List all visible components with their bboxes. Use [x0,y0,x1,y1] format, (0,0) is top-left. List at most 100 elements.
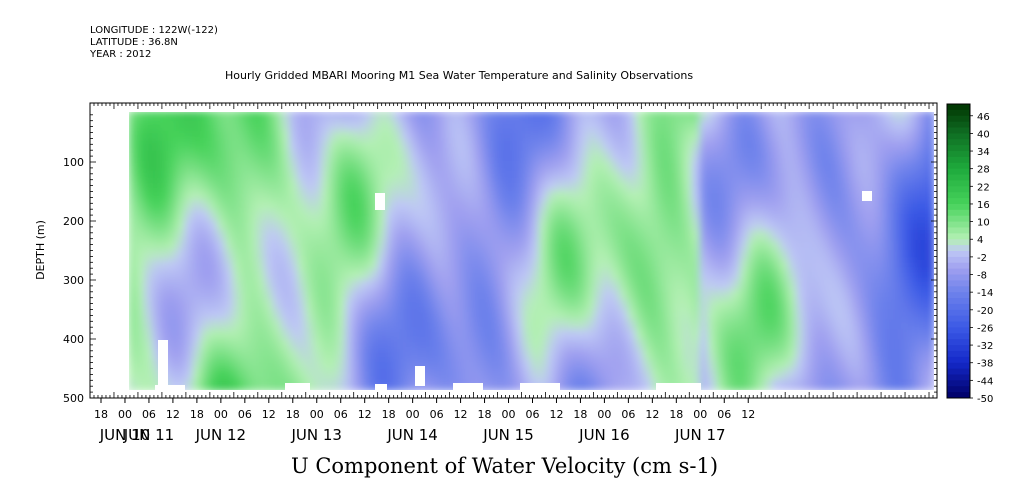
heatmap-cell [192,150,203,163]
heatmap-cell [329,220,340,233]
heatmap-cell [248,150,259,163]
heatmap-cell [715,349,726,362]
heatmap-cell [144,329,155,342]
heatmap-cell [659,259,670,272]
heatmap-cell [828,130,839,143]
heatmap-cell [755,230,766,242]
heatmap-cell [603,150,614,163]
heatmap-cell [747,180,758,193]
heatmap-cell [884,140,895,153]
heatmap-cell [216,289,227,302]
heatmap-cell [184,359,195,372]
heatmap-cell [828,140,839,153]
heatmap-cell [739,130,750,143]
heatmap-cell [764,299,775,312]
heatmap-cell [707,160,718,173]
heatmap-cell [925,319,934,332]
heatmap-cell [498,279,509,292]
heatmap-cell [433,120,444,133]
heatmap-cell [627,190,638,203]
heatmap-cell [683,309,694,322]
heatmap-cell [852,329,863,342]
heatmap-cell [361,269,372,282]
heatmap-cell [764,369,775,381]
x-tick-label: 00 [214,408,228,421]
heatmap-cell [868,329,879,342]
heatmap-cell [168,120,179,133]
heatmap-cell [772,210,783,223]
heatmap-cell [586,220,597,233]
heatmap-cell [474,190,485,203]
heatmap-cell [514,170,525,183]
heatmap-cell [900,160,911,173]
heatmap-cell [337,112,348,123]
heatmap-cell [200,200,211,213]
heatmap-cell [272,250,283,262]
heatmap-cell [683,269,694,282]
heatmap-cell [619,200,630,213]
heatmap-cell [908,130,919,143]
heatmap-cell [345,349,356,362]
heatmap-cell [216,279,227,292]
heatmap-cell [788,230,799,242]
colorbar-segment [947,221,970,228]
heatmap-cell [425,112,436,123]
heatmap-cell [321,130,332,143]
heatmap-cell [603,269,614,282]
heatmap-cell [208,309,219,322]
heatmap-cell [176,369,187,381]
heatmap-cell [490,259,501,272]
heatmap-cell [232,210,243,223]
heatmap-cell [240,112,251,123]
heatmap-cell [884,319,895,332]
heatmap-cell [570,349,581,362]
heatmap-cell [659,329,670,342]
heatmap-cell [289,359,300,372]
heatmap-cell [514,259,525,272]
heatmap-cell [546,240,557,252]
colorbar-label: 28 [977,165,990,176]
heatmap-cell [136,190,147,203]
heatmap-cell [747,220,758,233]
heatmap-cell [522,130,533,143]
heatmap-cell [562,200,573,213]
heatmap-cell [498,112,509,123]
heatmap-cell [627,369,638,381]
heatmap-cell [184,150,195,163]
heatmap-cell [208,339,219,352]
heatmap-cell [755,299,766,312]
heatmap-cell [925,190,934,203]
colorbar-segment [947,156,970,164]
heatmap-cell [377,240,388,252]
heatmap-cell [361,120,372,133]
heatmap-cell [659,349,670,362]
heatmap-cell [764,329,775,342]
heatmap-cell [836,299,847,312]
heatmap-cell [321,180,332,193]
heatmap-cell [272,329,283,342]
heatmap-cell [136,170,147,183]
heatmap-cell [466,269,477,282]
heatmap-cell [546,359,557,372]
heatmap-cell [329,269,340,282]
heatmap-cell [337,140,348,153]
heatmap-cell [611,210,622,223]
heatmap-cell [200,309,211,322]
heatmap-cell [450,309,461,322]
heatmap-cell [619,349,630,362]
heatmap-cell [643,120,654,133]
heatmap-cell [659,150,670,163]
heatmap-cell [144,170,155,183]
heatmap-cell [216,269,227,282]
heatmap-cell [329,329,340,342]
heatmap-cell [450,299,461,312]
heatmap-cell [675,299,686,312]
heatmap-cell [675,170,686,183]
heatmap-cell [248,210,259,223]
heatmap-cell [651,269,662,282]
heatmap-cell [683,230,694,242]
heatmap-cell [240,339,251,352]
heatmap-cell [458,269,469,282]
heatmap-cell [570,240,581,252]
heatmap-cell [337,240,348,252]
